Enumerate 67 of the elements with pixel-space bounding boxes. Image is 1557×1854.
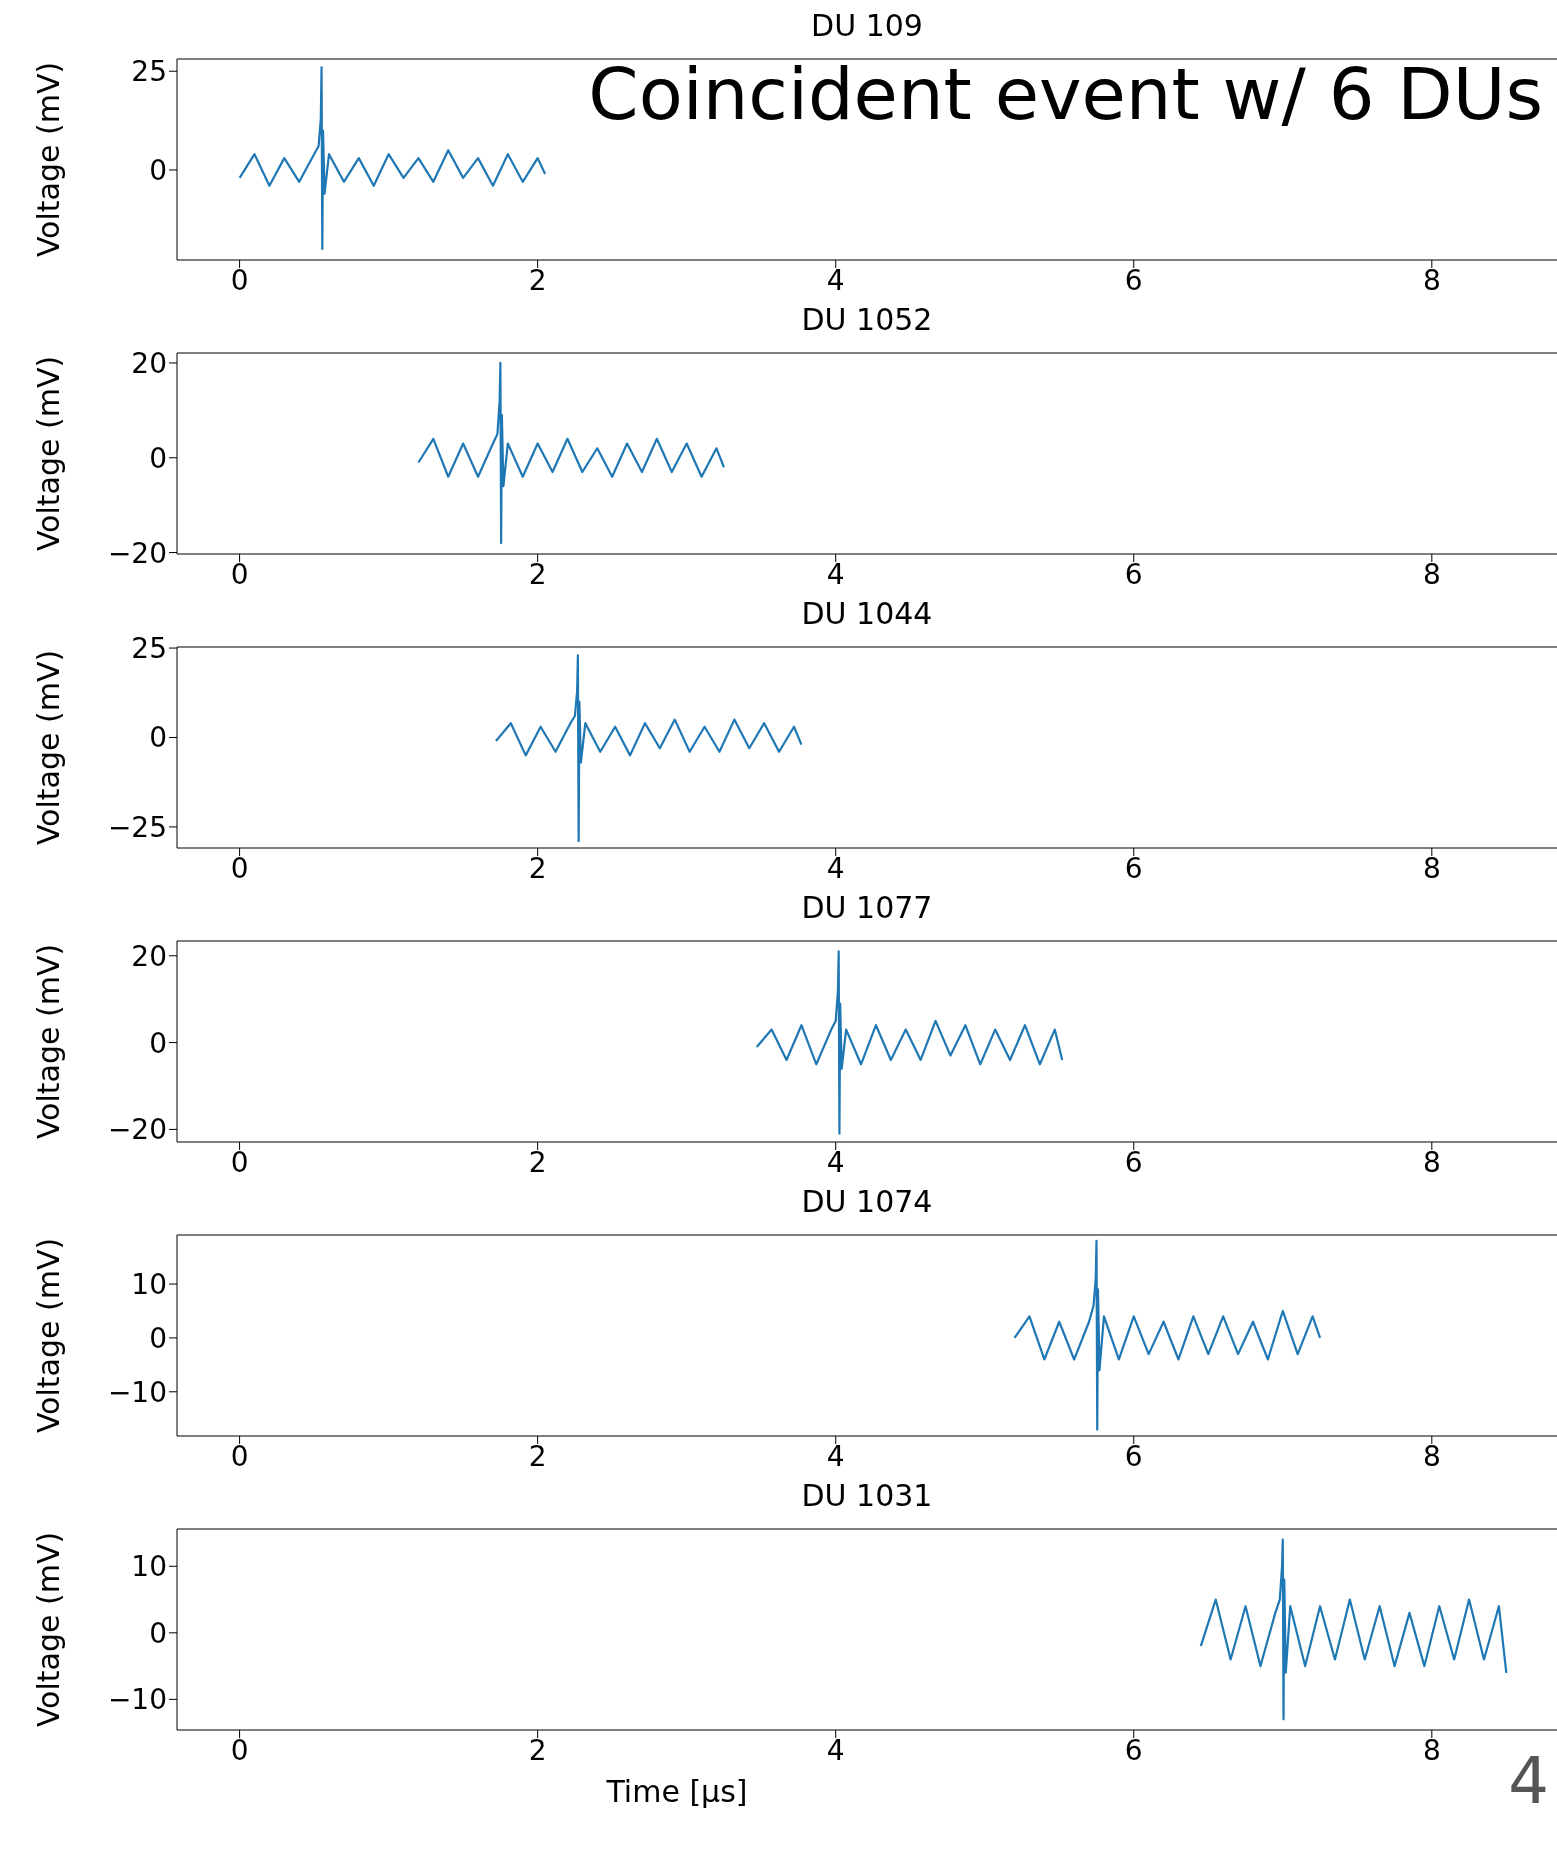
y-tick-label: 10	[131, 1550, 167, 1584]
x-tick-label: 6	[1124, 557, 1143, 591]
chart-title: DU 1052	[800, 302, 934, 338]
x-tick-label: 8	[1422, 1733, 1441, 1767]
y-tick-label: 20	[131, 939, 167, 973]
x-tick-label: 0	[230, 851, 249, 885]
y-tick-label: 0	[149, 721, 167, 755]
x-tick-label: 4	[826, 1733, 845, 1767]
y-tick-label: −10	[107, 1683, 167, 1717]
line-series	[238, 66, 547, 251]
x-tick-label: 2	[528, 1733, 547, 1767]
line-series	[755, 950, 1064, 1135]
x-tick-label: 4	[826, 1439, 845, 1473]
x-tick-label: 2	[528, 263, 547, 297]
x-tick-label: 8	[1422, 263, 1441, 297]
x-tick-label: 2	[528, 1145, 547, 1179]
x-tick-label: 8	[1422, 557, 1441, 591]
x-tick-label: 0	[230, 557, 249, 591]
line-series	[1013, 1239, 1322, 1431]
y-tick-label: 20	[131, 346, 167, 380]
y-tick-label: −25	[107, 810, 167, 844]
x-tick-label: 8	[1422, 1145, 1441, 1179]
y-tick-label: 0	[149, 1616, 167, 1650]
x-tick-label: 6	[1124, 263, 1143, 297]
y-axis-title: Voltage (mV)	[30, 649, 66, 846]
x-tick-label: 2	[528, 1439, 547, 1473]
y-tick-label: 25	[131, 632, 167, 666]
x-tick-label: 4	[826, 1145, 845, 1179]
x-tick-label: 4	[826, 557, 845, 591]
x-tick-label: 6	[1124, 1439, 1143, 1473]
y-tick-label: 0	[149, 441, 167, 475]
y-tick-label: 0	[149, 1026, 167, 1060]
x-tick-label: 6	[1124, 1145, 1143, 1179]
y-tick-label: −20	[107, 1113, 167, 1147]
line-series	[417, 361, 726, 545]
y-axis-title: Voltage (mV)	[30, 943, 66, 1140]
x-tick-label: 6	[1124, 1733, 1143, 1767]
y-tick-label: 0	[149, 153, 167, 187]
line-series	[1199, 1538, 1508, 1721]
x-tick-label: 4	[826, 851, 845, 885]
x-tick-label: 8	[1422, 1439, 1441, 1473]
y-tick-label: 25	[131, 55, 167, 89]
y-tick-label: −10	[107, 1375, 167, 1409]
chart-title: DU 1077	[800, 890, 934, 926]
y-tick-label: 0	[149, 1321, 167, 1355]
x-tick-label: 0	[230, 1145, 249, 1179]
y-axis-title: Voltage (mV)	[30, 61, 66, 258]
chart-title: DU 109	[810, 8, 924, 44]
y-axis-title: Voltage (mV)	[30, 355, 66, 552]
x-tick-label: 6	[1124, 851, 1143, 885]
x-tick-label: 4	[826, 263, 845, 297]
chart-title: DU 1044	[800, 596, 934, 632]
y-tick-label: 10	[131, 1267, 167, 1301]
chart-title: DU 1031	[800, 1478, 934, 1514]
x-tick-label: 8	[1422, 851, 1441, 885]
x-tick-label: 2	[528, 557, 547, 591]
x-tick-label: 0	[230, 263, 249, 297]
x-tick-label: 0	[230, 1439, 249, 1473]
chart-title: DU 1074	[800, 1184, 934, 1220]
y-tick-label: −20	[107, 536, 167, 570]
x-tick-label: 2	[528, 851, 547, 885]
x-tick-label: 0	[230, 1733, 249, 1767]
x-axis-title: Time [μs]	[605, 1773, 749, 1811]
line-series	[494, 654, 803, 843]
y-axis-title: Voltage (mV)	[30, 1237, 66, 1434]
annotation: Coincident event w/ 6 DUs	[588, 52, 1543, 136]
y-axis-title: Voltage (mV)	[30, 1531, 66, 1728]
